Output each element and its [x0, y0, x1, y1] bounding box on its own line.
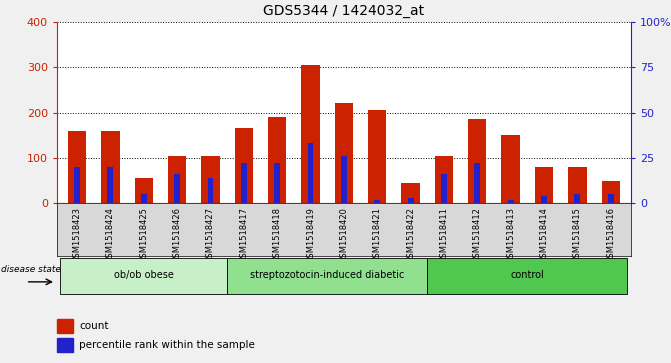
Bar — [207, 178, 213, 203]
Text: GSM1518418: GSM1518418 — [272, 208, 282, 264]
Text: GSM1518415: GSM1518415 — [573, 208, 582, 264]
Text: GSM1518413: GSM1518413 — [506, 208, 515, 264]
Bar — [374, 200, 380, 203]
Bar — [435, 156, 453, 203]
Bar — [101, 131, 119, 203]
Bar — [568, 167, 586, 203]
Text: GSM1518412: GSM1518412 — [473, 208, 482, 264]
Text: GSM1518414: GSM1518414 — [539, 208, 548, 264]
Text: streptozotocin-induced diabetic: streptozotocin-induced diabetic — [250, 270, 405, 280]
Text: GSM1518421: GSM1518421 — [373, 208, 382, 264]
FancyBboxPatch shape — [427, 258, 627, 294]
Text: disease state: disease state — [1, 265, 61, 274]
Bar — [368, 110, 386, 203]
Bar — [474, 163, 480, 203]
Bar — [535, 167, 553, 203]
Text: count: count — [79, 321, 109, 331]
Bar — [341, 156, 347, 203]
Text: control: control — [511, 270, 544, 280]
Bar — [107, 167, 113, 203]
Title: GDS5344 / 1424032_at: GDS5344 / 1424032_at — [263, 4, 425, 18]
Text: GSM1518419: GSM1518419 — [306, 208, 315, 264]
Text: GSM1518422: GSM1518422 — [406, 208, 415, 264]
Bar — [501, 135, 520, 203]
Bar — [141, 194, 147, 203]
Bar — [541, 196, 547, 203]
Bar — [574, 194, 580, 203]
Text: GSM1518420: GSM1518420 — [340, 208, 348, 264]
Bar — [268, 117, 287, 203]
Bar — [174, 174, 180, 203]
Text: GSM1518416: GSM1518416 — [606, 208, 615, 264]
Bar — [602, 180, 620, 203]
Bar — [68, 131, 86, 203]
Bar — [401, 183, 420, 203]
Bar — [168, 156, 187, 203]
FancyBboxPatch shape — [60, 258, 227, 294]
Bar — [307, 143, 313, 203]
Text: GSM1518425: GSM1518425 — [140, 208, 148, 264]
Bar — [235, 129, 253, 203]
Bar — [201, 156, 219, 203]
Bar — [57, 338, 73, 352]
Text: GSM1518427: GSM1518427 — [206, 208, 215, 264]
Bar — [135, 178, 153, 203]
Bar — [74, 167, 80, 203]
Text: GSM1518423: GSM1518423 — [72, 208, 82, 264]
Bar — [301, 65, 319, 203]
Text: GSM1518426: GSM1518426 — [172, 208, 182, 264]
Bar — [57, 319, 73, 333]
Text: percentile rank within the sample: percentile rank within the sample — [79, 340, 255, 350]
Bar — [335, 103, 353, 203]
Bar — [274, 163, 280, 203]
Text: ob/ob obese: ob/ob obese — [114, 270, 174, 280]
Text: GSM1518411: GSM1518411 — [440, 208, 448, 264]
FancyBboxPatch shape — [227, 258, 427, 294]
Bar — [468, 119, 486, 203]
Bar — [608, 194, 614, 203]
Bar — [508, 200, 513, 203]
Bar — [241, 163, 247, 203]
Bar — [408, 198, 413, 203]
Text: GSM1518424: GSM1518424 — [106, 208, 115, 264]
Text: GSM1518417: GSM1518417 — [240, 208, 248, 264]
Bar — [441, 174, 447, 203]
